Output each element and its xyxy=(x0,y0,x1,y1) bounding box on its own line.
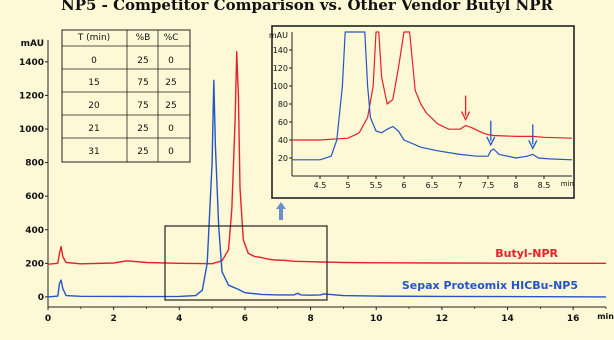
table-cell: 25 xyxy=(137,147,148,157)
table-header-time: T (min) xyxy=(77,33,110,43)
zoom-arrow-head xyxy=(276,202,286,209)
x-tick-label: 16 xyxy=(567,314,580,324)
gradient-table-frame xyxy=(61,29,191,163)
x-tick-label: 6.5 xyxy=(426,181,439,190)
peak-marker-arrow xyxy=(486,120,496,147)
x-tick-label: 10 xyxy=(370,314,383,324)
series-label-butyl-npr: Butyl-NPR xyxy=(495,247,558,260)
table-cell: 25 xyxy=(137,124,148,134)
series-line-sepax-proteomix-hicbu-np5 xyxy=(48,79,606,298)
table-header-b: %B xyxy=(136,33,151,43)
gradient-table-header-row: T (min) %B %C xyxy=(77,33,179,43)
series-label-sepax-np5: Sepax Proteomix HICBu-NP5 xyxy=(402,279,578,292)
series-line-butyl-npr xyxy=(292,31,572,141)
table-cell: 25 xyxy=(165,78,176,88)
series-line-butyl-npr xyxy=(48,51,606,265)
y-axis-label: mAU xyxy=(269,31,288,40)
peak-marker-head xyxy=(486,136,496,147)
y-tick-label: 80 xyxy=(278,100,288,109)
y-tick-label: 140 xyxy=(273,46,288,55)
x-tick-label: 14 xyxy=(501,314,514,324)
main-plot: 0 2 4 6 8 10 12 14 160200400600800100012001400mA… xyxy=(19,39,614,324)
peak-marker-head xyxy=(461,111,471,122)
y-tick-label: 20 xyxy=(278,154,288,163)
gradient-table: T (min) %B %C 0 25 0 15 75 25 20 75 25 2… xyxy=(61,29,191,163)
series-group xyxy=(292,31,572,161)
x-tick-label: 7 xyxy=(457,181,462,190)
inset-plot: 4.5 5 5.5 6 6.5 7 7.5 8 8.5 20 40 60 80 100 120 140 mAU m… xyxy=(269,31,574,190)
table-cell: 0 xyxy=(168,124,174,134)
table-cell: 21 xyxy=(88,124,99,134)
gradient-table-row: 20 75 25 xyxy=(88,101,176,111)
table-header-c: %C xyxy=(164,33,179,43)
x-tick-label: 2 xyxy=(111,314,117,324)
y-axis-label: mAU xyxy=(21,39,44,49)
gradient-table-row: 31 25 0 xyxy=(88,147,174,157)
x-tick-label: 4 xyxy=(176,314,182,324)
table-cell: 0 xyxy=(91,56,97,66)
x-tick-label: 5.5 xyxy=(370,181,383,190)
table-cell: 0 xyxy=(168,56,174,66)
table-cell: 25 xyxy=(137,56,148,66)
table-cell: 20 xyxy=(88,101,100,111)
y-tick-label: 1000 xyxy=(19,125,44,135)
y-tick-label: 0 xyxy=(38,293,44,303)
peak-marker-arrow xyxy=(528,124,538,150)
y-tick-label: 1400 xyxy=(19,58,44,68)
y-tick-label: 120 xyxy=(273,64,288,73)
x-tick-label: 6 xyxy=(401,181,406,190)
gradient-table-row: 0 25 0 xyxy=(91,56,174,66)
y-tick-label: 800 xyxy=(25,159,44,169)
x-tick-label: 6 xyxy=(242,314,248,324)
x-tick-label: 12 xyxy=(436,314,449,324)
y-tick-label: 40 xyxy=(278,136,288,145)
gradient-table-row: 15 75 25 xyxy=(88,78,176,88)
y-tick-label: 60 xyxy=(278,118,288,127)
series-group xyxy=(48,51,606,298)
y-tick-label: 200 xyxy=(25,259,44,269)
y-tick-label: 100 xyxy=(273,82,288,91)
table-cell: 75 xyxy=(137,101,148,111)
series-line-sepax-proteomix-hicbu-np5 xyxy=(292,31,572,161)
x-tick-label: 8 xyxy=(513,181,518,190)
y-tick-label: 1200 xyxy=(19,91,44,101)
x-axis-label: min xyxy=(597,312,614,321)
zoom-arrow xyxy=(276,202,286,220)
table-cell: 15 xyxy=(88,78,99,88)
x-tick-label: 0 xyxy=(45,314,51,324)
table-cell: 31 xyxy=(88,147,99,157)
gradient-table-row: 21 25 0 xyxy=(88,124,174,134)
table-cell: 25 xyxy=(165,101,176,111)
zoom-region-box xyxy=(164,225,328,301)
zoom-arrow-shaft xyxy=(279,208,283,220)
x-tick-label: 4.5 xyxy=(314,181,327,190)
x-tick-label: 7.5 xyxy=(482,181,495,190)
peak-marker-head xyxy=(528,140,538,150)
x-tick-label: 5 xyxy=(345,181,350,190)
inset-frame xyxy=(271,25,575,199)
x-tick-label: 8 xyxy=(307,314,313,324)
table-cell: 0 xyxy=(168,147,174,157)
peak-marker-arrow xyxy=(461,95,471,122)
x-axis-label: min xyxy=(561,180,574,188)
x-tick-label: 8.5 xyxy=(538,181,551,190)
y-tick-label: 400 xyxy=(25,226,44,236)
table-cell: 75 xyxy=(137,78,148,88)
chart-title: NP5 - Competitor Comparison vs. Other Ve… xyxy=(61,0,553,14)
y-tick-label: 600 xyxy=(25,192,44,202)
